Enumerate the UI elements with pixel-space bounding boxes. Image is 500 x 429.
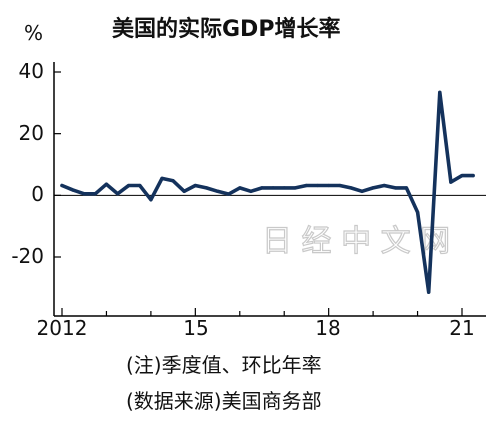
data-point-0-16	[238, 186, 242, 190]
series-group	[60, 90, 475, 294]
data-point-0-11	[182, 189, 186, 193]
note-seasonal: (注)季度值、环比年率	[126, 353, 322, 377]
data-point-0-2	[82, 192, 86, 196]
data-point-0-5	[116, 192, 120, 196]
data-point-0-29	[382, 183, 386, 188]
data-point-0-18	[260, 186, 264, 190]
data-point-0-36	[460, 174, 464, 178]
x-tick-label-2012: 2012	[37, 316, 88, 340]
data-point-0-23	[316, 183, 320, 188]
data-point-0-15	[227, 192, 231, 196]
data-point-0-17	[249, 189, 253, 193]
series-line-0	[60, 90, 475, 294]
data-point-0-32	[416, 210, 420, 214]
data-point-0-37	[471, 174, 475, 178]
data-point-0-26	[349, 186, 353, 190]
note-source: (数据来源)美国商务部	[126, 389, 322, 413]
data-point-0-4	[104, 182, 108, 186]
data-point-0-25	[338, 183, 342, 188]
data-point-0-3	[93, 192, 97, 196]
y-tick-label-minus20: -20	[11, 244, 44, 268]
data-point-0-9	[160, 176, 164, 180]
y-tick-label-40: 40	[19, 59, 44, 83]
data-point-0-19	[271, 186, 275, 190]
y-tick-label-20: 20	[19, 121, 44, 145]
data-point-0-27	[360, 189, 364, 193]
data-point-0-28	[371, 186, 375, 190]
data-point-0-14	[216, 189, 220, 193]
data-point-0-13	[204, 186, 208, 190]
data-point-0-7	[138, 183, 142, 188]
x-tick-label-15: 15	[183, 316, 208, 340]
x-tick-label-21: 21	[449, 316, 474, 340]
data-point-0-24	[327, 183, 331, 188]
y-tick-label-0: 0	[31, 182, 44, 206]
data-point-0-31	[404, 186, 408, 190]
data-point-0-35	[449, 180, 453, 184]
data-point-0-10	[171, 179, 175, 183]
data-point-0-1	[71, 188, 75, 192]
x-tick-label-18: 18	[315, 316, 340, 340]
data-point-0-20	[282, 186, 286, 190]
data-point-0-21	[293, 186, 297, 190]
y-unit-label: %	[24, 21, 43, 45]
chart-title: 美国的实际GDP增长率	[112, 16, 340, 42]
data-point-0-0	[60, 183, 64, 188]
plot-axes	[53, 62, 486, 317]
data-point-0-33	[427, 290, 431, 294]
data-point-0-22	[304, 183, 308, 188]
data-point-0-8	[149, 198, 153, 202]
data-point-0-12	[193, 183, 197, 188]
data-point-0-6	[127, 183, 131, 188]
data-point-0-30	[393, 186, 397, 190]
data-point-0-34	[438, 90, 442, 94]
